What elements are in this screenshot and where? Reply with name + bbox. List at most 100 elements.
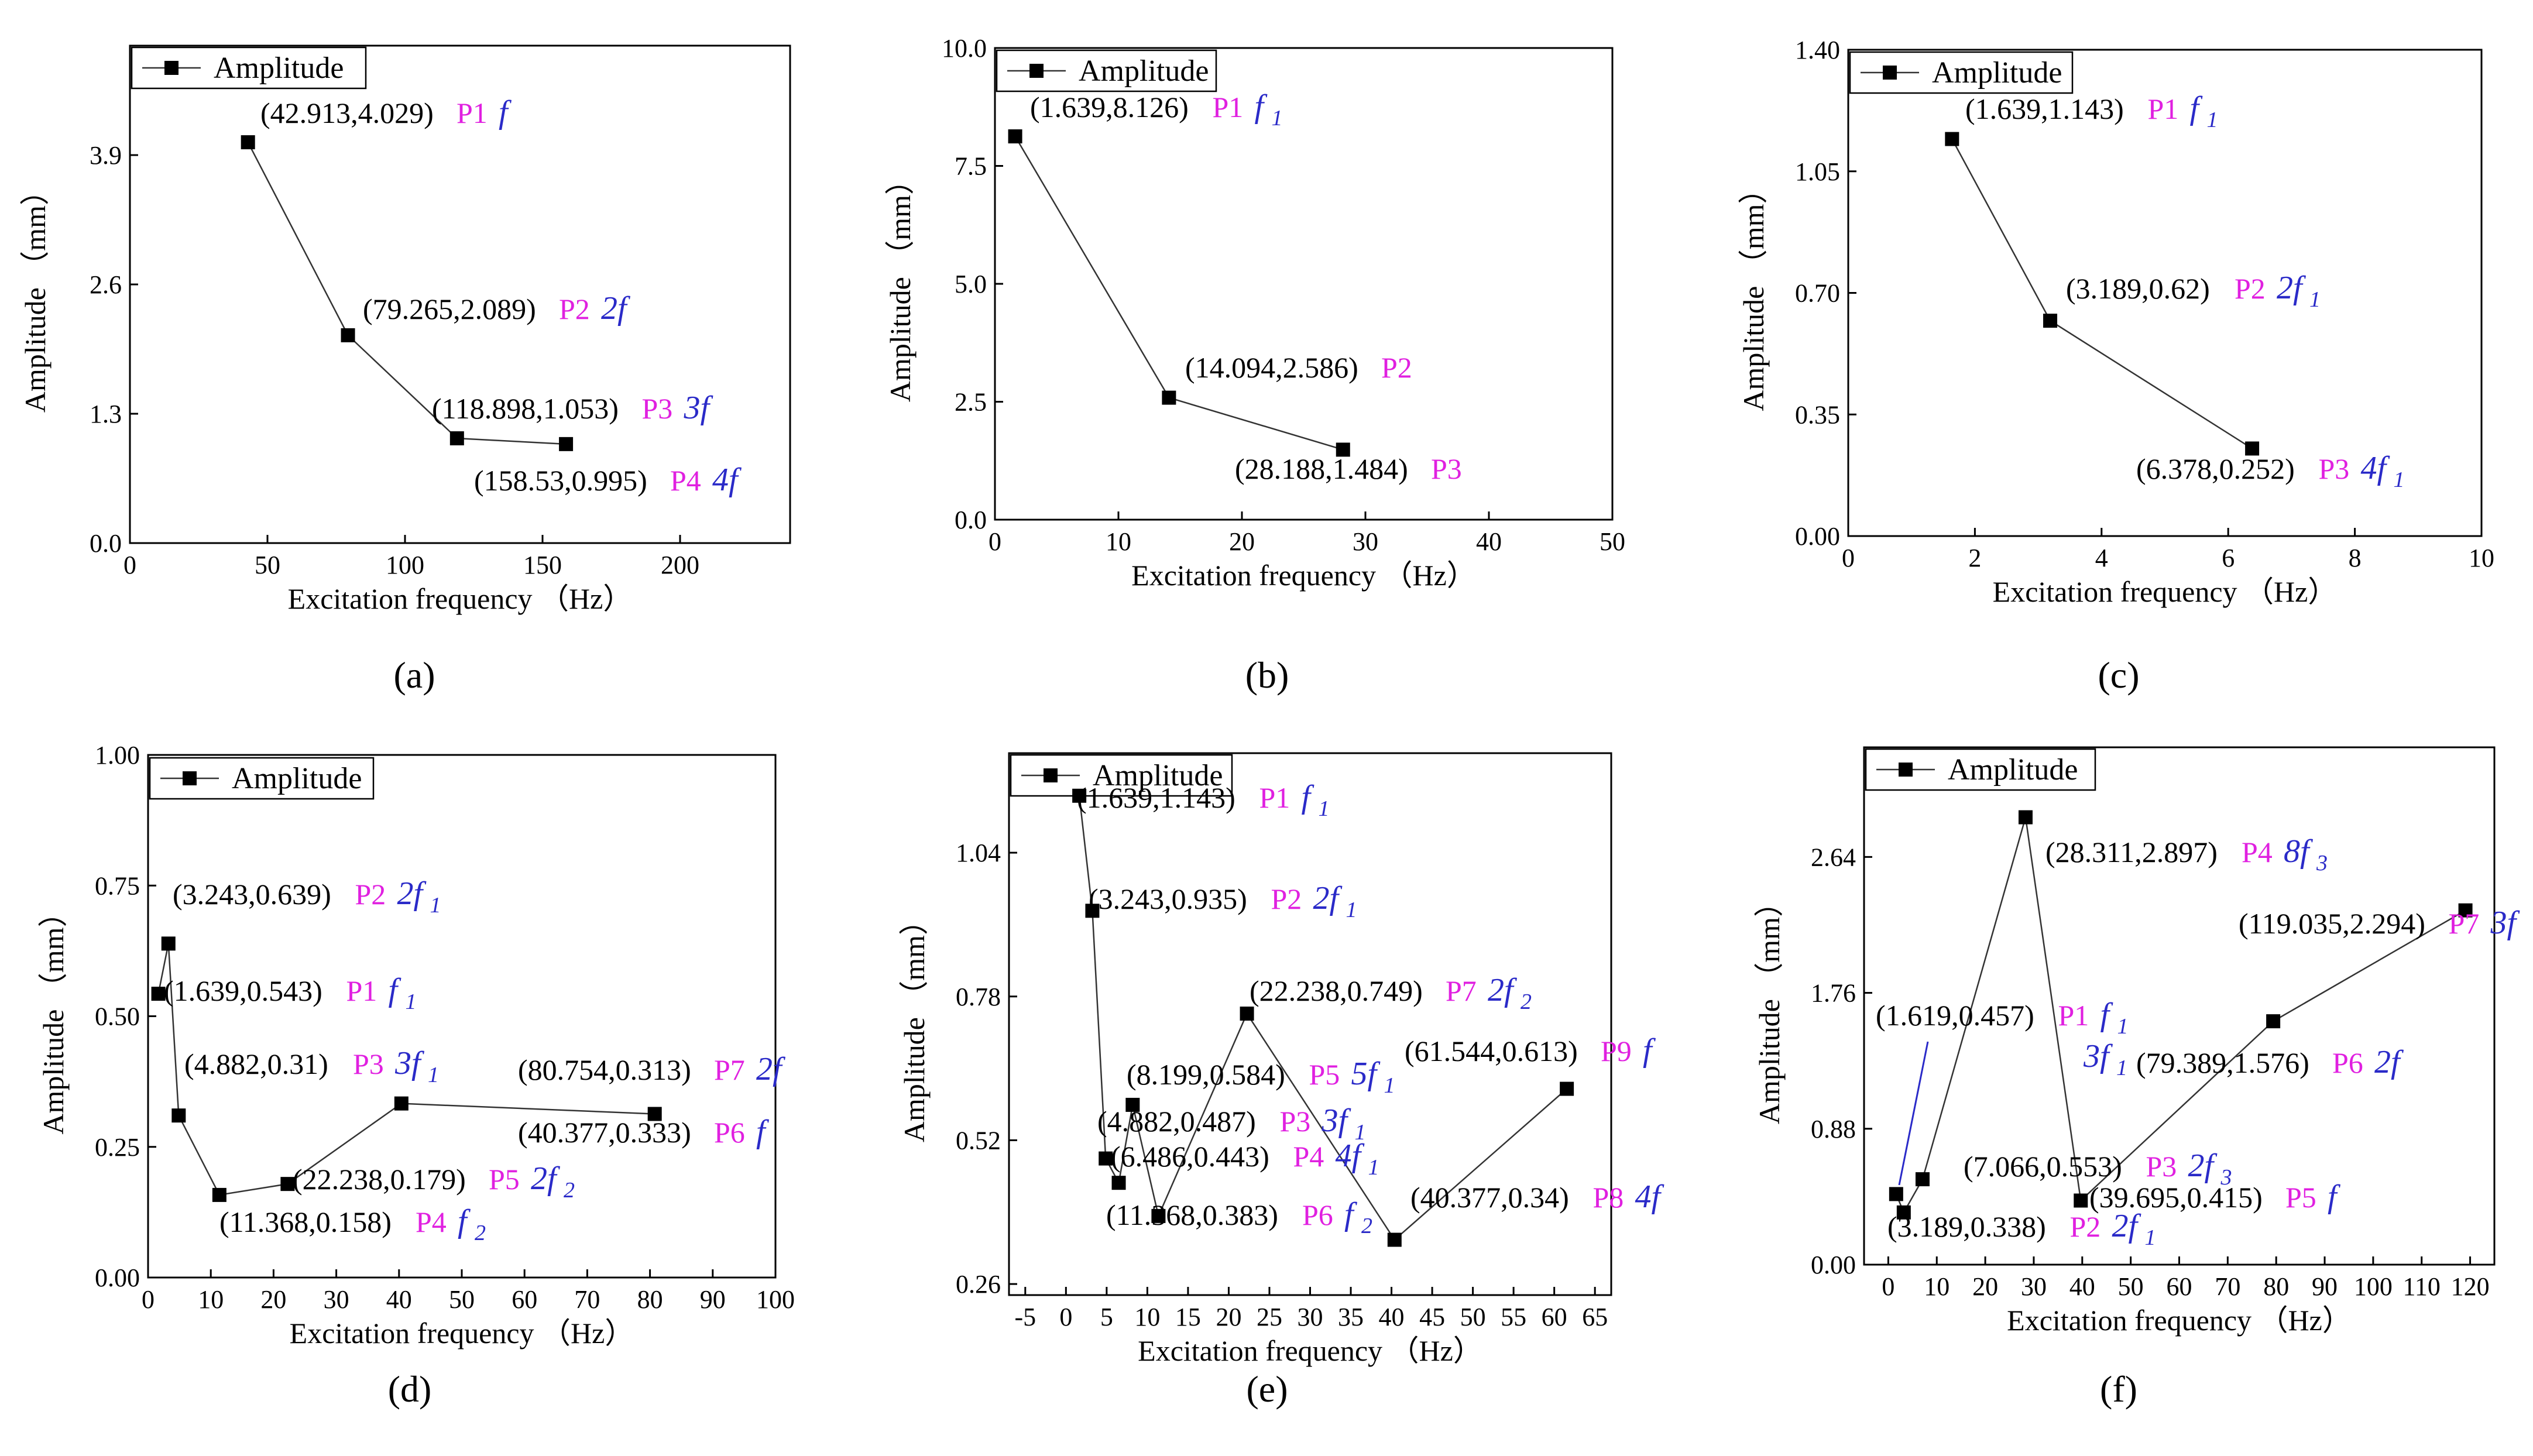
x-tick-label: 5 — [1100, 1303, 1113, 1331]
legend-label: Amplitude — [232, 762, 362, 795]
x-tick-label: 30 — [324, 1285, 349, 1314]
y-axis-title: Amplitude （mm） — [1737, 174, 1770, 411]
data-label-frequency: f — [1255, 88, 1268, 125]
x-tick-label: 60 — [512, 1285, 537, 1314]
y-axis-title: Amplitude （mm） — [1753, 888, 1786, 1124]
panel-caption: (e) — [1246, 1368, 1288, 1410]
data-label: (3.189,0.62) P2 2f 1 — [2066, 270, 2321, 312]
data-label-frequency-sub: 3 — [2316, 851, 2328, 875]
data-point — [2245, 441, 2260, 456]
data-point — [2266, 1014, 2281, 1029]
data-label: (39.695,0.415) P5 f — [2089, 1179, 2341, 1215]
data-label-coords: (28.188,1.484) — [1235, 452, 1408, 485]
data-label-coords: (40.377,0.333) — [518, 1116, 691, 1149]
data-label-point: P5 — [2285, 1181, 2316, 1214]
x-tick-label: 10 — [1106, 527, 1131, 556]
x-tick-label: 40 — [1379, 1303, 1405, 1331]
data-label-point: P2 — [2070, 1210, 2101, 1243]
data-point — [1560, 1081, 1574, 1096]
data-label-frequency-sub: 3 — [2220, 1165, 2232, 1190]
data-point — [280, 1177, 295, 1191]
data-label-point: P7 — [2449, 907, 2480, 940]
data-label-point: P9 — [1601, 1035, 1632, 1067]
data-label: (1.639,8.126) P1 f 1 — [1030, 88, 1283, 131]
data-label-frequency: 4f — [1635, 1179, 1665, 1215]
data-label-frequency-sub: 1 — [1384, 1073, 1395, 1098]
legend-label: Amplitude — [214, 51, 344, 85]
y-tick-label: 2.6 — [90, 270, 122, 299]
leader-line — [1898, 1041, 1929, 1186]
data-label: (3.189,0.338) P2 2f 1 — [1887, 1208, 2156, 1250]
data-label: (7.066,0.553) P3 2f 3 — [1964, 1148, 2232, 1190]
y-tick-label: 0.00 — [1811, 1251, 1856, 1279]
y-tick-label: 0.0 — [90, 529, 122, 558]
data-label: (40.377,0.333) P6 f — [518, 1114, 770, 1150]
y-tick-label: 0.00 — [95, 1263, 140, 1292]
data-label-coords: (4.882,0.487) — [1097, 1105, 1256, 1138]
data-point — [1945, 132, 1959, 146]
y-tick-label: 1.05 — [1795, 157, 1840, 186]
data-label-frequency-sub: 1 — [2207, 108, 2218, 132]
annotation-frequency: 3f — [2083, 1038, 2113, 1074]
x-tick-label: 70 — [574, 1285, 600, 1314]
x-tick-label: 0 — [989, 527, 1001, 556]
legend-marker — [1883, 66, 1897, 80]
data-label-coords: (39.695,0.415) — [2089, 1181, 2263, 1214]
data-label: (80.754,0.313) P7 2f — [518, 1051, 786, 1087]
series-line — [1014, 136, 1344, 451]
data-label-frequency-sub: 2 — [1361, 1214, 1372, 1238]
data-label-frequency: f — [1643, 1032, 1656, 1069]
panel-caption: (d) — [388, 1368, 432, 1410]
y-tick-label: 5.0 — [955, 270, 987, 298]
data-label-coords: (3.189,0.62) — [2066, 272, 2210, 305]
y-tick-label: 1.04 — [956, 839, 1001, 867]
x-tick-label: 10 — [2469, 544, 2494, 572]
x-tick-label: 100 — [2354, 1272, 2393, 1301]
data-point — [1008, 129, 1022, 144]
legend: Amplitude — [996, 49, 1217, 92]
data-label: (6.486,0.443) P4 4f 1 — [1111, 1138, 1379, 1180]
data-point — [1240, 1007, 1254, 1021]
data-label: (4.882,0.487) P3 3f 1 — [1097, 1103, 1366, 1145]
legend-label: Amplitude — [1948, 753, 2078, 787]
x-tick-label: 50 — [449, 1285, 475, 1314]
data-label-frequency: 2f — [531, 1160, 561, 1197]
data-label-point: P2 — [1381, 351, 1412, 384]
x-tick-label: 200 — [661, 551, 699, 579]
data-label-frequency-sub: 1 — [1368, 1155, 1379, 1180]
data-label-frequency-sub: 1 — [428, 1063, 439, 1087]
data-point — [449, 431, 464, 445]
data-point — [2043, 313, 2058, 328]
plot-frame — [147, 754, 777, 1279]
x-tick-label: 120 — [2451, 1272, 2490, 1301]
y-tick-label: 1.76 — [1811, 979, 1856, 1008]
x-tick-label: 15 — [1175, 1303, 1201, 1331]
x-tick-label: 0 — [142, 1285, 155, 1314]
data-label-frequency: f — [2100, 997, 2114, 1033]
x-tick-label: 30 — [1353, 527, 1378, 556]
y-tick-label: 0.00 — [1795, 522, 1840, 551]
data-label-coords: (1.639,1.143) — [1965, 92, 2124, 125]
data-label-frequency: 2f — [2277, 270, 2307, 306]
data-label-point: P3 — [2319, 452, 2350, 485]
data-point — [1072, 788, 1087, 803]
data-label-frequency: 2f — [1313, 880, 1343, 916]
data-label-frequency: 2f — [1488, 972, 1518, 1008]
y-tick-label: 0.0 — [955, 506, 987, 534]
data-point — [1915, 1172, 1930, 1187]
y-axis-title: Amplitude （mm） — [884, 166, 917, 402]
x-tick-label: 20 — [1216, 1303, 1241, 1331]
data-label-point: P2 — [2235, 272, 2266, 305]
x-tick-label: 40 — [1476, 527, 1502, 556]
y-axis-title: Amplitude （mm） — [898, 906, 931, 1142]
data-point — [2074, 1193, 2088, 1208]
y-tick-label: 0.50 — [95, 1002, 140, 1031]
data-label: (22.238,0.749) P7 2f 2 — [1250, 972, 1532, 1014]
data-label: (40.377,0.34) P8 4f — [1410, 1179, 1665, 1215]
x-tick-label: 50 — [255, 551, 280, 579]
data-point — [1111, 1176, 1126, 1190]
data-label-frequency: 2f — [601, 290, 631, 327]
data-label: (14.094,2.586) P2 — [1185, 351, 1412, 384]
x-tick-label: 10 — [198, 1285, 224, 1314]
